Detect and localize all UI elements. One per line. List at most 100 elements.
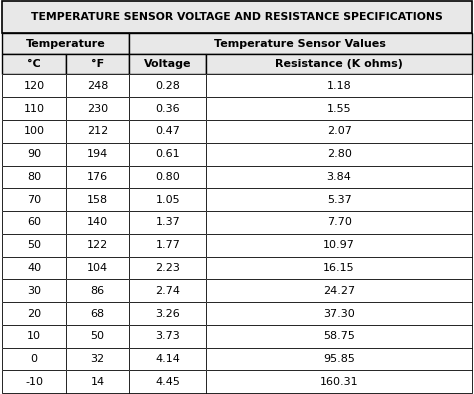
Text: 110: 110 — [24, 104, 45, 113]
Bar — [129, 188, 207, 211]
Bar — [207, 54, 472, 74]
Bar — [66, 188, 129, 211]
Bar — [66, 165, 129, 188]
Bar — [66, 279, 129, 302]
Bar — [129, 143, 207, 165]
Bar — [207, 97, 472, 120]
Bar — [2, 279, 66, 302]
Bar — [207, 348, 472, 370]
Bar — [129, 302, 207, 325]
Bar — [66, 97, 129, 120]
Bar — [2, 348, 66, 370]
Bar — [207, 234, 472, 256]
Bar — [129, 74, 207, 97]
Bar — [129, 165, 207, 188]
Text: 95.85: 95.85 — [323, 354, 355, 364]
Text: 4.14: 4.14 — [155, 354, 180, 364]
Bar — [129, 33, 472, 54]
Bar — [129, 302, 207, 325]
Text: Temperature: Temperature — [26, 39, 106, 49]
Bar — [2, 120, 66, 143]
Bar — [129, 234, 207, 256]
Text: 230: 230 — [87, 104, 108, 113]
Bar — [207, 279, 472, 302]
Text: 212: 212 — [87, 126, 108, 136]
Bar — [66, 256, 129, 279]
Text: Voltage: Voltage — [144, 59, 191, 69]
Bar — [2, 1, 472, 33]
Bar — [207, 256, 472, 279]
Text: 90: 90 — [27, 149, 41, 159]
Text: 104: 104 — [87, 263, 108, 273]
Bar — [66, 211, 129, 234]
Text: 16.15: 16.15 — [323, 263, 355, 273]
Bar — [2, 370, 66, 393]
Bar — [66, 370, 129, 393]
Bar — [2, 256, 66, 279]
Bar — [2, 74, 66, 97]
Bar — [66, 302, 129, 325]
Bar — [2, 165, 66, 188]
Bar — [207, 279, 472, 302]
Text: 3.84: 3.84 — [327, 172, 352, 182]
Bar — [66, 302, 129, 325]
Text: 40: 40 — [27, 263, 41, 273]
Text: 2.74: 2.74 — [155, 286, 180, 296]
Text: 120: 120 — [24, 81, 45, 91]
Bar — [2, 33, 129, 54]
Text: 1.77: 1.77 — [155, 240, 180, 250]
Bar — [129, 97, 207, 120]
Bar — [207, 74, 472, 97]
Bar — [66, 165, 129, 188]
Text: 122: 122 — [87, 240, 108, 250]
Text: Temperature Sensor Values: Temperature Sensor Values — [214, 39, 386, 49]
Bar — [207, 54, 472, 74]
Text: 160.31: 160.31 — [320, 377, 358, 387]
Text: Resistance (K ohms): Resistance (K ohms) — [275, 59, 403, 69]
Bar — [2, 143, 66, 165]
Text: 2.23: 2.23 — [155, 263, 180, 273]
Bar — [207, 188, 472, 211]
Bar — [2, 97, 66, 120]
Bar — [2, 211, 66, 234]
Bar — [207, 302, 472, 325]
Text: 50: 50 — [27, 240, 41, 250]
Bar — [207, 211, 472, 234]
Text: 30: 30 — [27, 286, 41, 296]
Bar — [2, 256, 66, 279]
Text: 10.97: 10.97 — [323, 240, 355, 250]
Bar — [129, 120, 207, 143]
Bar — [129, 97, 207, 120]
Bar — [66, 54, 129, 74]
Bar — [129, 370, 207, 393]
Text: 24.27: 24.27 — [323, 286, 355, 296]
Text: 50: 50 — [91, 331, 104, 341]
Bar — [2, 1, 472, 33]
Bar — [2, 370, 66, 393]
Text: 194: 194 — [87, 149, 108, 159]
Bar — [207, 143, 472, 165]
Text: 5.37: 5.37 — [327, 195, 351, 205]
Bar — [66, 325, 129, 348]
Bar — [129, 348, 207, 370]
Bar — [2, 302, 66, 325]
Bar — [66, 279, 129, 302]
Text: 1.05: 1.05 — [155, 195, 180, 205]
Text: 158: 158 — [87, 195, 108, 205]
Bar — [2, 188, 66, 211]
Text: 70: 70 — [27, 195, 41, 205]
Bar — [66, 211, 129, 234]
Text: 1.37: 1.37 — [155, 217, 180, 227]
Bar — [207, 348, 472, 370]
Bar — [2, 74, 66, 97]
Bar — [207, 165, 472, 188]
Text: -10: -10 — [25, 377, 43, 387]
Bar — [207, 370, 472, 393]
Bar — [207, 120, 472, 143]
Text: 14: 14 — [91, 377, 104, 387]
Text: 2.80: 2.80 — [327, 149, 352, 159]
Text: 10: 10 — [27, 331, 41, 341]
Bar — [207, 143, 472, 165]
Bar — [2, 120, 66, 143]
Text: TEMPERATURE SENSOR VOLTAGE AND RESISTANCE SPECIFICATIONS: TEMPERATURE SENSOR VOLTAGE AND RESISTANC… — [31, 12, 443, 22]
